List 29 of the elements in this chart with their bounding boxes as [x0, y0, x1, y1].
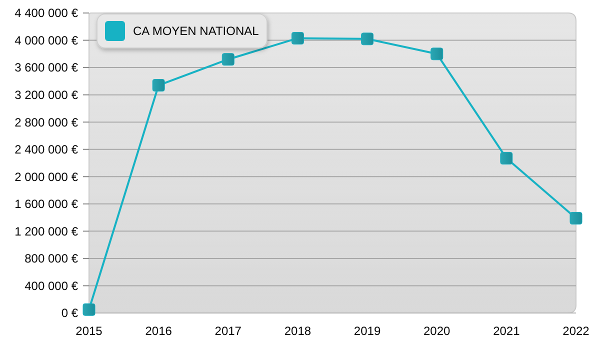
y-tick-label: 400 000 €: [24, 278, 78, 293]
point: [82, 303, 96, 316]
y-tick-label: 1 600 000 €: [14, 197, 78, 212]
point: [152, 79, 165, 92]
y-tick-label: 1 200 000 €: [14, 224, 78, 238]
y-tick-label: 3 200 000 €: [14, 88, 78, 102]
x-tick-label: 2022: [562, 324, 590, 338]
y-tick-label: 0 €: [61, 306, 78, 320]
x-tick-label: 2021: [493, 324, 520, 338]
point: [570, 212, 582, 224]
y-tick-label: 2 800 000 €: [14, 115, 78, 130]
y-tick-label: 4 400 000 €: [14, 6, 78, 20]
x-tick-label: 2017: [214, 324, 242, 338]
x-tick-label: 2020: [424, 324, 451, 338]
x-tick-label: 2018: [284, 324, 312, 338]
x-tick-label: 2015: [76, 324, 103, 338]
point: [430, 48, 444, 60]
y-tick-label: 4 000 000 €: [14, 33, 78, 48]
y-tick-label: 800 000 €: [24, 252, 78, 266]
point: [500, 152, 513, 164]
y-tick-label: 2 400 000 €: [14, 142, 78, 157]
x-tick-label: 2019: [354, 324, 381, 338]
x-tick-label: 2016: [145, 324, 172, 338]
y-tick-label: 3 600 000 €: [14, 60, 78, 75]
legend-label: CA MOYEN NATIONAL: [133, 24, 260, 38]
y-tick-label: 2 000 000 €: [14, 170, 78, 184]
point: [222, 53, 234, 66]
point: [291, 32, 304, 44]
point: [361, 32, 374, 46]
